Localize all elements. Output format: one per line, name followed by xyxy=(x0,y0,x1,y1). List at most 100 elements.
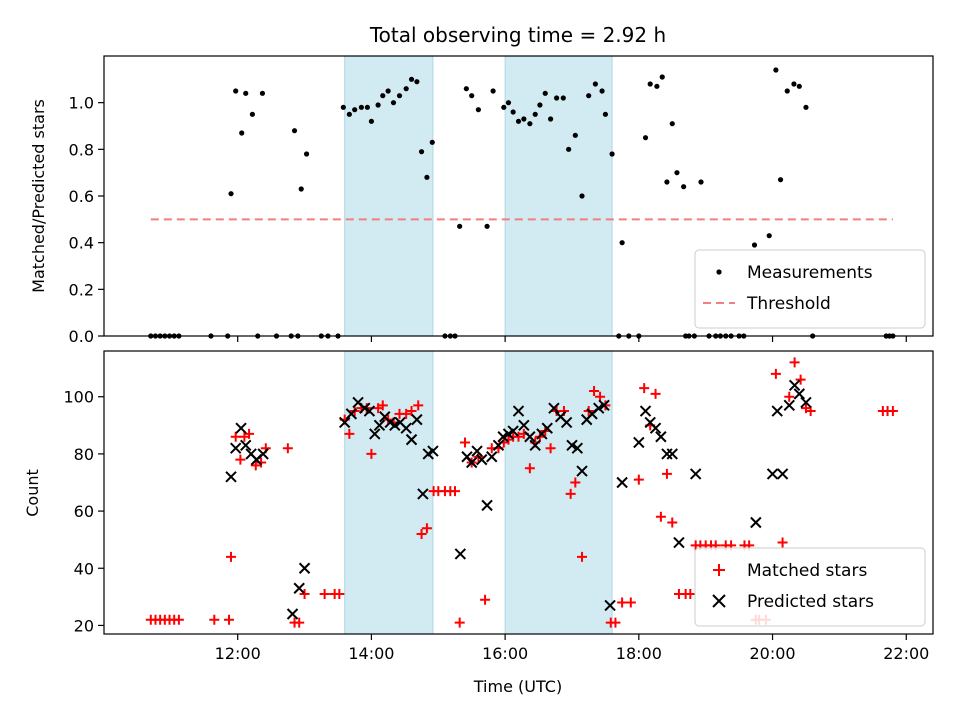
data-point xyxy=(537,102,543,108)
predicted-star-point xyxy=(481,499,493,512)
matched-star-point xyxy=(789,357,800,368)
data-point xyxy=(505,100,512,106)
matched-star-point xyxy=(589,386,600,397)
data-point xyxy=(681,184,687,190)
data-point xyxy=(303,151,310,157)
matched-star-point xyxy=(235,454,246,465)
x-tick-label: 20:00 xyxy=(749,644,795,663)
bottom-x-ticks: 12:00 14:00 16:00 18:00 20:00 22:00 xyxy=(215,634,929,663)
data-point xyxy=(751,242,758,248)
data-point xyxy=(418,149,425,155)
matched-star-point xyxy=(454,617,465,628)
matched-star-point xyxy=(784,391,795,402)
matched-star-point xyxy=(661,468,672,479)
data-point xyxy=(659,74,665,80)
data-point xyxy=(609,151,615,157)
matched-star-point xyxy=(577,551,588,562)
data-point xyxy=(674,170,680,176)
predicted-star-point xyxy=(235,422,247,434)
predicted-star-point xyxy=(766,468,779,480)
predicted-star-point xyxy=(427,445,439,457)
data-point xyxy=(364,104,371,110)
y-tick-label: 0.8 xyxy=(69,140,94,159)
predicted-star-point xyxy=(465,456,478,469)
data-point xyxy=(521,116,527,122)
matched-star-point xyxy=(625,597,636,608)
matched-star-point xyxy=(685,588,696,599)
data-point xyxy=(291,128,298,134)
data-point xyxy=(228,191,234,197)
predicted-star-point xyxy=(298,562,311,574)
predicted-star-point xyxy=(373,419,386,432)
data-point xyxy=(390,100,397,106)
matched-star-point xyxy=(570,477,581,488)
x-tick-label: 14:00 xyxy=(348,644,394,663)
matched-star-point xyxy=(667,517,678,528)
predicted-star-point xyxy=(338,416,351,429)
predicted-star-point xyxy=(566,439,578,452)
predicted-star-point xyxy=(604,599,616,612)
data-point xyxy=(414,79,420,85)
predicted-star-point xyxy=(666,448,678,460)
matched-star-point xyxy=(244,428,255,439)
predicted-star-point xyxy=(471,445,483,457)
matched-star-point xyxy=(770,368,781,379)
matched-star-point xyxy=(406,406,417,417)
matched-star-point xyxy=(650,388,661,399)
x-axis-label: Time (UTC) xyxy=(473,677,562,696)
y-tick-label: 20 xyxy=(74,616,94,635)
predicted-star-point xyxy=(405,433,418,446)
predicted-star-point xyxy=(800,396,812,409)
y-tick-label: 40 xyxy=(74,559,94,578)
y-tick-label: 1.0 xyxy=(69,94,94,113)
data-point xyxy=(259,90,266,96)
top-shaded-intervals xyxy=(344,55,613,337)
data-point xyxy=(249,111,256,117)
predicted-star-point xyxy=(293,582,305,594)
matched-star-point xyxy=(416,528,427,539)
data-point xyxy=(669,121,675,127)
data-point xyxy=(510,109,516,115)
y-tick-label: 0.6 xyxy=(69,187,94,206)
predicted-star-point xyxy=(783,399,795,412)
data-point xyxy=(664,179,670,185)
predicted-star-point xyxy=(571,442,584,454)
data-point xyxy=(579,193,585,199)
legend-label: Predicted stars xyxy=(747,592,874,612)
shaded-interval xyxy=(344,55,434,337)
predicted-star-point xyxy=(655,431,667,443)
shaded-interval xyxy=(504,55,613,337)
bottom-legend: Matched stars Predicted stars xyxy=(694,547,926,627)
bottom-plot-frame xyxy=(103,350,934,635)
chart-title: Total observing time = 2.92 h xyxy=(369,23,666,47)
bottom-shaded-intervals xyxy=(344,350,613,635)
data-point xyxy=(396,93,403,99)
data-point xyxy=(698,179,704,185)
data-point xyxy=(469,93,475,99)
data-point xyxy=(777,177,784,183)
predicted-star-point xyxy=(529,439,541,452)
count-points xyxy=(145,357,898,628)
data-point xyxy=(647,81,653,87)
legend-box xyxy=(694,547,926,627)
legend-swatch xyxy=(713,564,725,576)
predicted-star-point xyxy=(257,448,269,460)
predicted-star-point xyxy=(524,431,536,443)
top-y-ticks: 0.0 0.2 0.4 0.6 0.8 1.0 xyxy=(69,94,104,346)
legend-box xyxy=(694,249,926,329)
legend-label: Matched stars xyxy=(747,561,867,581)
data-point xyxy=(542,90,548,96)
bottom-panel: 20 40 60 80 100 12:00 14:00 16:00 18:00 20:00 22:… xyxy=(23,350,934,696)
predicted-star-point xyxy=(593,402,605,414)
matched-star-point xyxy=(524,463,535,474)
predicted-star-point xyxy=(560,416,573,429)
predicted-star-point xyxy=(541,422,553,434)
data-point xyxy=(791,81,797,87)
matched-star-point xyxy=(224,614,235,625)
matched-star-point xyxy=(413,400,424,411)
y-tick-label: 60 xyxy=(74,502,94,521)
y-tick-label: 0.0 xyxy=(69,327,94,346)
matched-star-point xyxy=(173,614,184,625)
predicted-star-point xyxy=(673,536,685,549)
